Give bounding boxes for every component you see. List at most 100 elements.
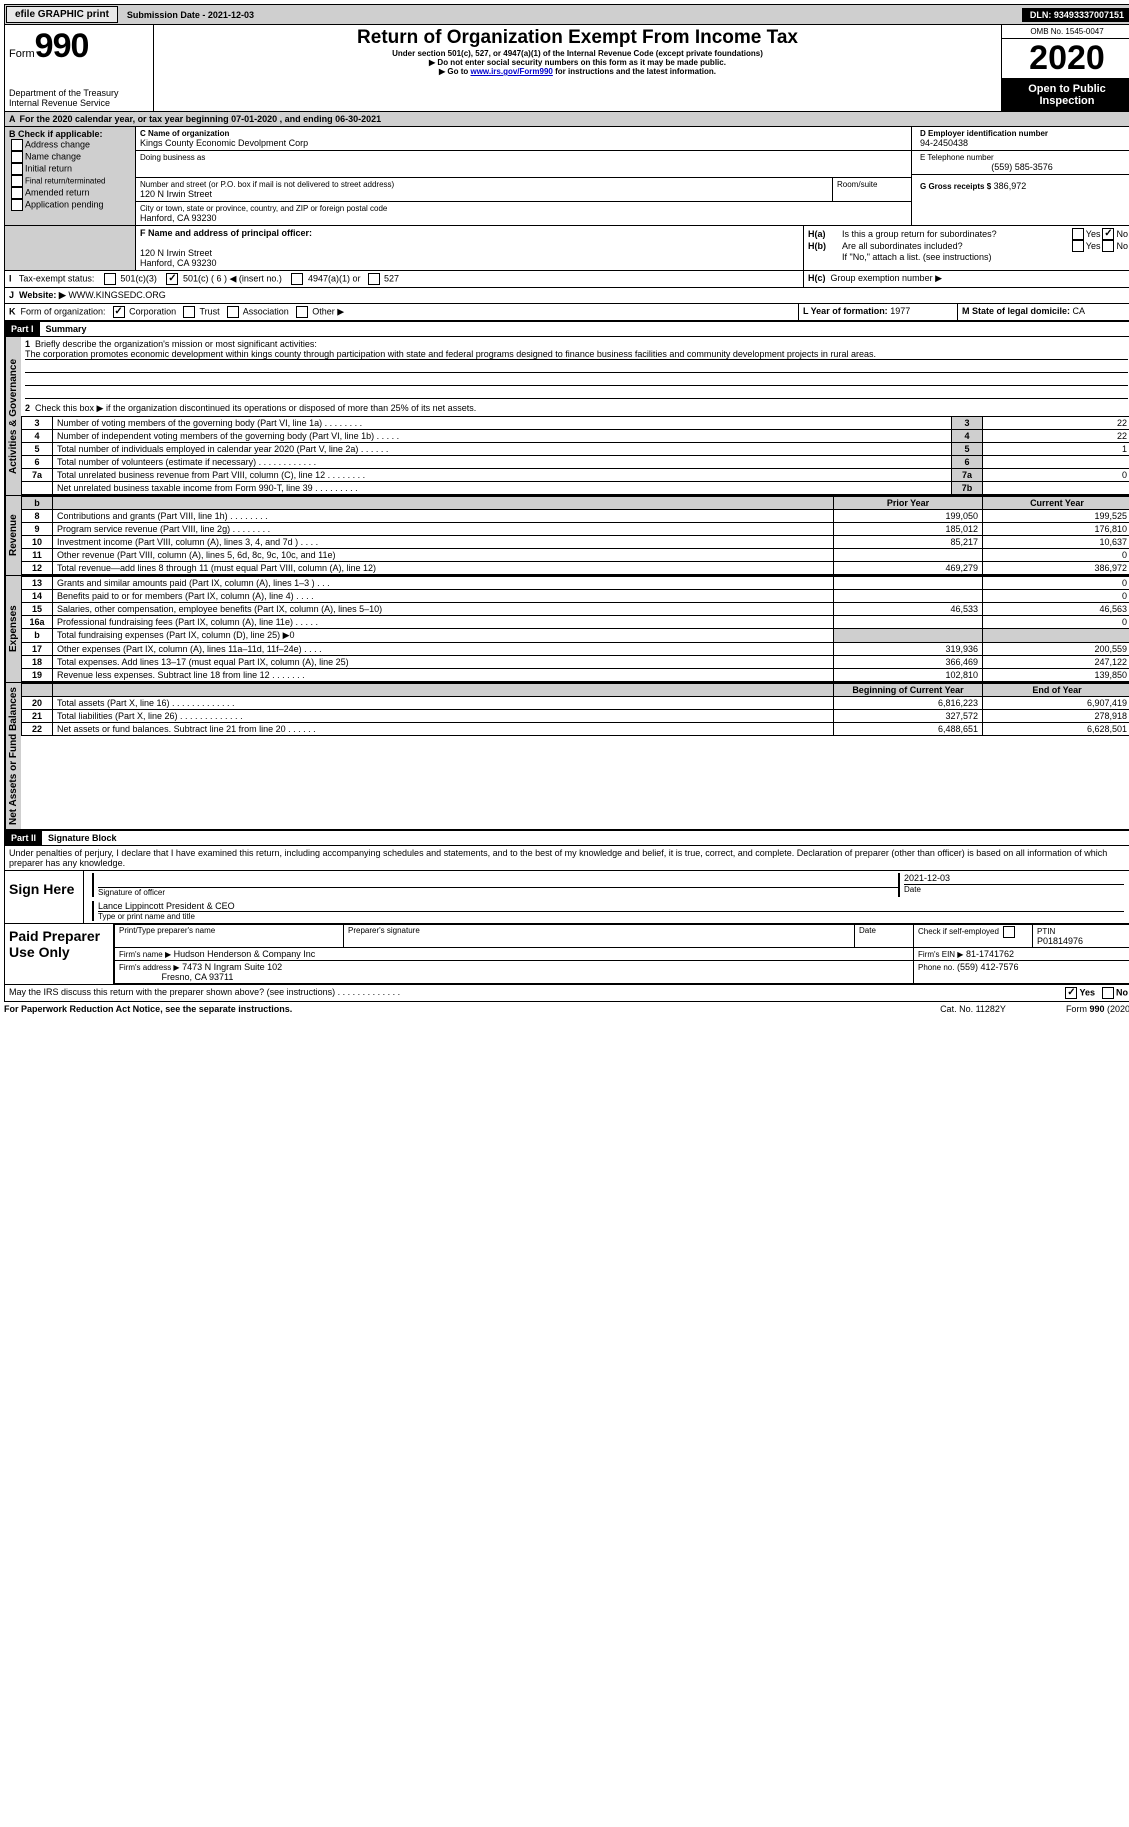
chk-pending[interactable]: [11, 199, 23, 211]
tax-year: 2020: [1002, 39, 1129, 79]
officer-name-label: Type or print name and title: [98, 912, 1124, 921]
hb-yes[interactable]: [1072, 240, 1084, 252]
part1-title: Summary: [40, 322, 93, 336]
hb-text: Are all subordinates included?: [842, 241, 1070, 251]
discuss-no[interactable]: [1102, 987, 1114, 999]
f-label: F Name and address of principal officer:: [140, 228, 799, 238]
chk-final[interactable]: [11, 175, 23, 187]
l-label: L Year of formation:: [803, 306, 888, 316]
chk-initial[interactable]: [11, 163, 23, 175]
goto-pre: ▶ Go to: [439, 67, 470, 76]
omb: OMB No. 1545-0047: [1002, 25, 1129, 39]
subtitle-2: ▶ Do not enter social security numbers o…: [160, 58, 995, 67]
ptin: P01814976: [1037, 936, 1083, 946]
chk-address[interactable]: [11, 139, 23, 151]
firm-ein: 81-1741762: [966, 949, 1014, 959]
officer-line1: 120 N Irwin Street: [140, 248, 799, 258]
bcdeg-block: B Check if applicable: Address change Na…: [4, 127, 1129, 226]
sign-here-label: Sign Here: [5, 871, 84, 923]
l1-label: Briefly describe the organization's miss…: [35, 339, 317, 349]
firm-addr1: 7473 N Ingram Suite 102: [182, 962, 282, 972]
firm-name: Hudson Henderson & Company Inc: [174, 949, 316, 959]
i-4947[interactable]: [291, 273, 303, 285]
chk-self-employed[interactable]: [1003, 926, 1015, 938]
section-netassets: Net Assets or Fund Balances: [5, 683, 21, 829]
sign-date-label: Date: [904, 885, 1124, 894]
i-block: I Tax-exempt status: 501(c)(3) 501(c) ( …: [4, 271, 1129, 288]
k-corp[interactable]: [113, 306, 125, 318]
exp-table: 13Grants and similar amounts paid (Part …: [21, 576, 1129, 682]
officer-name: Lance Lippincott President & CEO: [98, 901, 1124, 912]
i-label: Tax-exempt status:: [19, 273, 95, 283]
firm-phone: (559) 412-7576: [957, 962, 1019, 972]
chk-name[interactable]: [11, 151, 23, 163]
dba-label: Doing business as: [140, 153, 907, 162]
klm-block: K Form of organization: Corporation Trus…: [4, 304, 1129, 321]
i-527[interactable]: [368, 273, 380, 285]
k-trust[interactable]: [183, 306, 195, 318]
g-label: G Gross receipts $: [920, 182, 991, 191]
discuss-yes[interactable]: [1065, 987, 1077, 999]
ha-no[interactable]: [1102, 228, 1114, 240]
chk-amended[interactable]: [11, 187, 23, 199]
e-label: E Telephone number: [920, 153, 1124, 162]
firm-addr2: Fresno, CA 93711: [162, 972, 234, 982]
i-501c3[interactable]: [104, 273, 116, 285]
subtitle-1: Under section 501(c), 527, or 4947(a)(1)…: [160, 49, 995, 58]
ein: 94-2450438: [920, 138, 1124, 148]
efile-print-button[interactable]: efile GRAPHIC print: [6, 6, 118, 23]
officer-line2: Hanford, CA 93230: [140, 258, 799, 268]
city-label: City or town, state or province, country…: [140, 204, 907, 213]
part2-title: Signature Block: [42, 831, 123, 845]
form-title: Return of Organization Exempt From Incom…: [160, 27, 995, 49]
paid-preparer-label: Paid Preparer Use Only: [5, 924, 114, 984]
form-word: Form: [9, 48, 35, 60]
website: WWW.KINGSEDC.ORG: [68, 290, 166, 301]
rev-table: b Prior Year Current Year 8Contributions…: [21, 496, 1129, 575]
c-name-label: C Name of organization: [140, 129, 907, 138]
year-formation: 1977: [890, 306, 910, 316]
k-label: Form of organization:: [21, 306, 106, 316]
discuss-q: May the IRS discuss this return with the…: [9, 987, 400, 999]
k-assoc[interactable]: [227, 306, 239, 318]
form-header: Form990 Department of the Treasury Inter…: [4, 25, 1129, 112]
b-label: B Check if applicable:: [9, 129, 131, 139]
footer-left: For Paperwork Reduction Act Notice, see …: [4, 1004, 292, 1014]
submission-date: Submission Date - 2021-12-03: [119, 8, 262, 22]
net-table: Beginning of Current Year End of Year 20…: [21, 683, 1129, 736]
hb-no[interactable]: [1102, 240, 1114, 252]
d-label: D Employer identification number: [920, 129, 1124, 138]
section-revenue: Revenue: [5, 496, 21, 575]
org-name: Kings County Economic Devolpment Corp: [140, 138, 907, 148]
j-label: Website: ▶: [19, 290, 66, 301]
state-domicile: CA: [1073, 306, 1086, 316]
line-a: AFor the 2020 calendar year, or tax year…: [4, 112, 1129, 127]
form-number: 990: [35, 27, 89, 65]
dept-treasury: Department of the Treasury Internal Reve…: [9, 88, 149, 108]
j-block: J Website: ▶ WWW.KINGSEDC.ORG: [4, 288, 1129, 304]
section-expenses: Expenses: [5, 576, 21, 682]
hb-note: If "No," attach a list. (see instruction…: [808, 252, 1128, 262]
k-other[interactable]: [296, 306, 308, 318]
street: 120 N Irwin Street: [140, 189, 828, 199]
fh-block: F Name and address of principal officer:…: [4, 226, 1129, 271]
goto-post: for instructions and the latest informat…: [553, 67, 716, 76]
ha-yes[interactable]: [1072, 228, 1084, 240]
part1-bar: Part I: [5, 322, 40, 336]
hc-text: Group exemption number ▶: [831, 273, 942, 283]
sig-officer-label: Signature of officer: [98, 888, 898, 897]
section-governance: Activities & Governance: [5, 337, 21, 495]
ha-text: Is this a group return for subordinates?: [842, 229, 1070, 239]
part2-bar: Part II: [5, 831, 42, 845]
i-501c[interactable]: [166, 273, 178, 285]
street-label: Number and street (or P.O. box if mail i…: [140, 180, 828, 189]
gross-receipts: 386,972: [994, 181, 1027, 191]
top-bar: efile GRAPHIC print Submission Date - 20…: [4, 4, 1129, 25]
irs-link[interactable]: www.irs.gov/Form990: [470, 67, 552, 76]
dln: DLN: 93493337007151: [1022, 8, 1129, 22]
sign-date: 2021-12-03: [904, 873, 1124, 883]
gov-table: 3Number of voting members of the governi…: [21, 416, 1129, 495]
phone: (559) 585-3576: [920, 162, 1124, 172]
mission: The corporation promotes economic develo…: [25, 349, 1128, 360]
footer-right: Form 990 (2020): [1066, 1004, 1129, 1014]
